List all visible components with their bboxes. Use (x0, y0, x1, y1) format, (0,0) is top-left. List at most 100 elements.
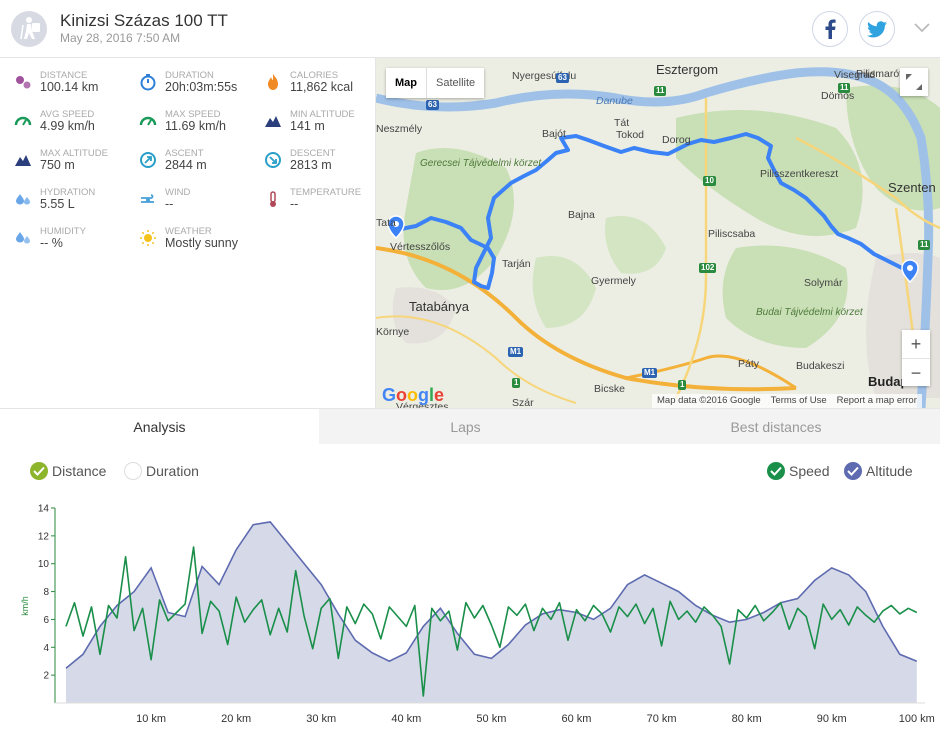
x-tick-label: 60 km (562, 713, 592, 725)
zoom-controls[interactable]: + − (902, 330, 930, 386)
y-tick-label: 4 (43, 643, 49, 654)
map-place-label: Gerecsei Tájvédelmi körzet (420, 158, 542, 169)
route-start-marker[interactable] (387, 215, 405, 240)
map-place-label: Vértesszőlős (390, 241, 451, 253)
zoom-out-button[interactable]: − (902, 358, 930, 386)
twitter-icon (867, 20, 887, 37)
map-place-label: Bajót (542, 128, 566, 140)
tab-analysis[interactable]: Analysis (0, 409, 319, 445)
speed-toggle[interactable]: Speed (767, 462, 829, 480)
descent-icon (264, 151, 282, 169)
stat-value: -- (290, 197, 299, 211)
terms-of-use-link[interactable]: Terms of Use (770, 395, 827, 406)
map-canvas[interactable] (376, 58, 940, 408)
road-number-shield: 10 (703, 176, 716, 186)
map-place-label: Tokod (616, 129, 645, 141)
x-tick-label: 50 km (476, 713, 506, 725)
thermometer-icon (264, 190, 282, 208)
y-axis-label: km/h (20, 596, 30, 616)
stat-value: 11,862 kcal (290, 80, 354, 94)
wind-icon (139, 190, 157, 208)
check-icon (30, 462, 48, 480)
map-type-satellite-button[interactable]: Satellite (426, 68, 484, 98)
stat-hydration: HYDRATION 5.55 L (14, 187, 139, 223)
humidity-icon (14, 229, 32, 247)
zoom-in-button[interactable]: + (910, 334, 922, 354)
stat-label: MAX ALTITUDE (40, 148, 108, 159)
map-place-label: Tát (614, 117, 630, 129)
altitude-area (66, 521, 917, 703)
y-tick-label: 14 (38, 504, 50, 515)
tab-best-distances[interactable]: Best distances (730, 419, 822, 435)
stat-temperature: TEMPERATURE -- (264, 187, 389, 223)
stat-value: 5.55 L (40, 197, 75, 211)
road-number-shield: 11 (654, 86, 667, 96)
map-place-label: Páty (738, 358, 760, 370)
distance-radio-label: Distance (52, 463, 107, 479)
stat-value: Mostly sunny (165, 236, 238, 250)
map-place-label: Szár (512, 397, 534, 408)
road-number-shield: 1 (678, 380, 687, 390)
stat-ascent: ASCENT 2844 m (139, 148, 264, 184)
map-place-label: Budai Tájvédelmi körzet (756, 307, 863, 318)
x-tick-label: 40 km (391, 713, 421, 725)
route-end-marker[interactable] (901, 259, 919, 284)
stat-label: DURATION (165, 70, 214, 81)
stat-value: 2844 m (165, 158, 207, 172)
map-place-label: Bicske (594, 383, 625, 395)
stat-max-speed: MAX SPEED 11.69 km/h (139, 109, 264, 145)
stat-value: -- (165, 197, 174, 211)
distance-radio[interactable]: Distance (30, 462, 106, 480)
x-tick-label: 100 km (899, 713, 935, 725)
altitude-line (65, 521, 918, 669)
mountain-icon (264, 112, 282, 130)
stat-min-altitude: MIN ALTITUDE 141 m (264, 109, 389, 145)
map-place-label: Budakeszi (796, 360, 845, 372)
map-place-label: Piliscsaba (708, 228, 756, 240)
map-place-label: Danube (596, 95, 633, 107)
facebook-share-button[interactable] (812, 11, 848, 47)
check-icon (844, 462, 862, 480)
y-tick-label: 2 (43, 671, 49, 682)
speed-altitude-chart[interactable]: 2 4 6 8 10 12 14 km/h 10 km 20 km 30 km 40 km 50 km 6… (0, 495, 940, 745)
map-type-map-button[interactable]: Map (395, 77, 417, 89)
stat-label: AVG SPEED (40, 109, 95, 120)
stat-label: HYDRATION (40, 187, 96, 198)
stat-label: TEMPERATURE (290, 187, 362, 198)
altitude-toggle-label: Altitude (866, 463, 913, 479)
tab-laps[interactable]: Laps (450, 419, 481, 435)
map-type-toggle[interactable]: Map Satellite (386, 68, 485, 98)
stat-label: WEATHER (165, 226, 212, 237)
y-tick-label: 12 (38, 531, 50, 542)
fullscreen-button[interactable] (900, 68, 928, 96)
stat-wind: WIND -- (139, 187, 264, 223)
twitter-share-button[interactable] (859, 11, 895, 47)
map-place-label: Vérgesztes (396, 401, 449, 408)
stat-value: 4.99 km/h (40, 119, 95, 133)
road-number-shield: 63 (426, 100, 439, 110)
activity-header: Kinizsi Százas 100 TT May 28, 2016 7:50 … (0, 0, 940, 58)
map-place-label: Gyermely (591, 275, 636, 287)
x-tick-label: 30 km (306, 713, 336, 725)
stat-duration: DURATION 20h:03m:55s (139, 70, 264, 106)
stat-label: MIN ALTITUDE (290, 109, 355, 120)
facebook-icon (825, 19, 836, 39)
expand-menu-button[interactable] (914, 20, 930, 38)
flame-icon (264, 73, 282, 91)
map-place-label: Bajna (568, 209, 595, 221)
radio-empty-icon (124, 462, 142, 480)
chevron-down-icon (914, 23, 930, 33)
stat-value: -- % (40, 236, 63, 250)
altitude-toggle[interactable]: Altitude (844, 462, 913, 480)
x-tick-label: 90 km (817, 713, 847, 725)
stats-panel: DISTANCE 100.14 km DURATION 20h:03m:55s CALO… (0, 58, 376, 408)
hiker-icon (20, 17, 40, 40)
road-number-shield: M1 (642, 368, 658, 378)
map-place-label: Tarján (502, 258, 531, 270)
report-map-error-link[interactable]: Report a map error (836, 395, 917, 406)
speed-line (65, 546, 918, 697)
check-icon (767, 462, 785, 480)
duration-radio[interactable]: Duration (124, 462, 199, 480)
ascent-icon (139, 151, 157, 169)
route-map[interactable]: Esztergom Pilismarót Visegrád Dömös Nyergesú… (376, 58, 940, 408)
